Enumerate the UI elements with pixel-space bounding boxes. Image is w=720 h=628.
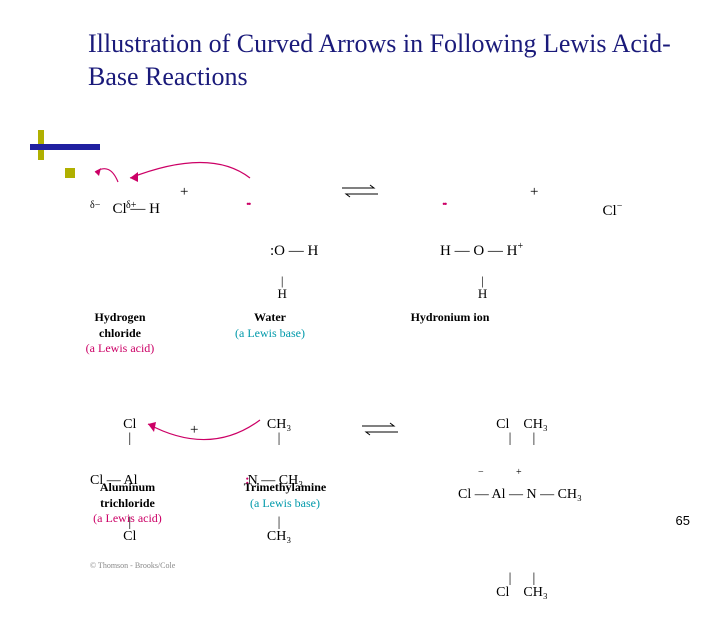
nme3-label: Trimethylamine (a Lewis base) [225, 480, 345, 511]
nme3-kind: (a Lewis base) [225, 496, 345, 512]
title-text: Illustration of Curved Arrows in Followi… [88, 28, 680, 93]
water-name: Water [225, 310, 315, 326]
water-kind: (a Lewis base) [225, 326, 315, 342]
reaction-1: Cl — H δ− δ+ + .. :O — H | H .. H — O — … [90, 170, 680, 250]
lone-pair-icon: .. [246, 194, 250, 209]
chloride-ion: Cl− [580, 184, 622, 237]
hcl-structure: Cl — H [90, 184, 160, 235]
delta-minus: δ− [90, 200, 100, 211]
reaction-2: Cl | Cl — Al | Cl + CH₃ | :N — CH₃ | CH₃… [90, 390, 680, 480]
chloride-charge: − [617, 201, 623, 212]
hydronium-label: Hydronium ion [395, 310, 505, 326]
chloride-formula: Cl [603, 203, 617, 219]
hydronium-mid: H — O — H [440, 244, 518, 259]
alcl3-kind: (a Lewis acid) [85, 511, 170, 527]
copyright-text: © Thomson - Brooks/Cole [90, 561, 175, 570]
water-label: Water (a Lewis base) [225, 310, 315, 341]
alcl3-label: Aluminum trichloride (a Lewis acid) [85, 480, 170, 527]
n-charge: + [516, 468, 522, 478]
reactions-stage: Cl — H δ− δ+ + .. :O — H | H .. H — O — … [90, 170, 680, 540]
nme3-name: Trimethylamine [225, 480, 345, 496]
adduct-bot: | | Cl CH₃ [462, 572, 582, 600]
nme3-top: CH₃ | [255, 418, 303, 446]
al-charge: − [478, 468, 484, 478]
curved-arrow-o-to-h [120, 152, 260, 187]
plus-sign: + [530, 184, 538, 201]
water-bottom: | H [246, 274, 318, 300]
alcl3-top: Cl | [122, 418, 137, 446]
equilibrium-arrow-icon [340, 184, 380, 203]
reaction-1-labels: Hydrogen chloride (a Lewis acid) Water (… [90, 310, 680, 370]
adduct-top: Cl CH₃ | | [462, 418, 582, 446]
delta-plus: δ+ [126, 200, 136, 211]
hcl-kind: (a Lewis acid) [80, 341, 160, 357]
hydronium-bottom: | H [442, 274, 523, 300]
slide-title: Illustration of Curved Arrows in Followi… [88, 28, 680, 93]
reaction-2-labels: Aluminum trichloride (a Lewis acid) Trim… [90, 480, 680, 540]
plus-sign: + [180, 184, 188, 201]
lone-pair-icon: .. [442, 194, 446, 209]
equilibrium-arrow-icon [360, 422, 400, 441]
plus-sign: + [190, 422, 198, 439]
hydronium-name: Hydronium ion [395, 310, 505, 326]
hcl-name: Hydrogen chloride [80, 310, 160, 341]
alcl3-name: Aluminum trichloride [85, 480, 170, 511]
hcl-label: Hydrogen chloride (a Lewis acid) [80, 310, 160, 357]
page-number: 65 [676, 513, 690, 528]
water-mid: :O — H [270, 244, 318, 259]
hydronium-charge: + [518, 241, 524, 252]
